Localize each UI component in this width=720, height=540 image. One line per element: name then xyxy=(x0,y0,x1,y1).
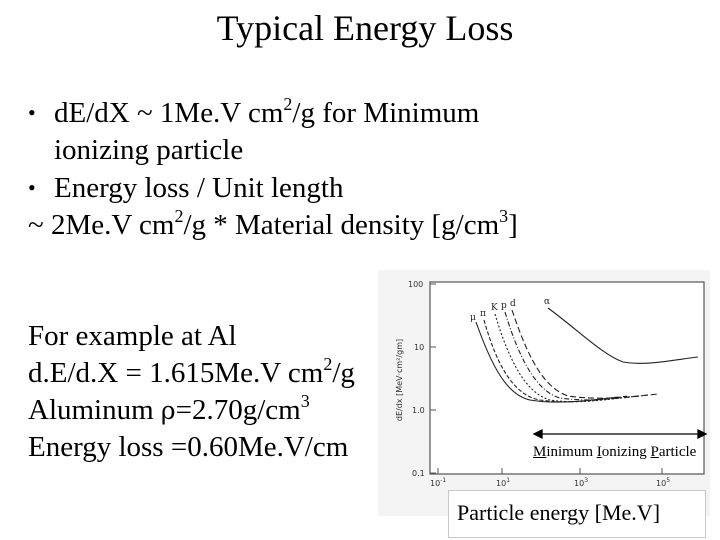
density-text: /g * Material density [g/cm xyxy=(183,209,500,241)
y-tick-label: 10 xyxy=(414,343,424,352)
example-line-2: d.E/d.X = 1.615Me.V cm2/g xyxy=(28,355,355,392)
y-tick-label: 100 xyxy=(408,280,423,289)
y-axis-label: dE/dx [MeV·cm²/gm] xyxy=(395,339,404,421)
example-text: =2.70g/cm xyxy=(175,394,301,426)
plot-svg: 100 10 1.0 0.1 dE/dx [MeV·cm²/gm] 10-1 1… xyxy=(378,270,710,516)
superscript: 2 xyxy=(174,206,184,226)
mip-text: article xyxy=(658,444,697,460)
bullet-item: • Energy loss / Unit length xyxy=(28,169,518,207)
x-axis-label-box: Particle energy [Me.V] xyxy=(448,490,706,538)
mip-initial: M xyxy=(533,444,547,460)
example-text: Aluminum xyxy=(28,394,161,426)
x-tick-label: 103 xyxy=(574,477,588,488)
example-text: d.E/d.X = 1.615Me.V cm xyxy=(28,357,324,389)
example-text: /g xyxy=(332,357,355,389)
mip-initial: P xyxy=(650,444,659,460)
mip-text: onizing xyxy=(601,444,651,460)
x-tick-label: 105 xyxy=(656,477,670,488)
superscript: 2 xyxy=(283,94,293,114)
bullet-text: Energy loss / Unit length xyxy=(54,172,344,204)
example-block: For example at Al d.E/d.X = 1.615Me.V cm… xyxy=(28,318,355,466)
arrow-right-icon xyxy=(697,428,708,440)
curve-label: p xyxy=(501,301,507,311)
bullet-text: /g for Minimum xyxy=(292,97,480,129)
superscript: 2 xyxy=(323,354,333,374)
curve-kaon xyxy=(494,313,639,403)
curve-label: d xyxy=(510,299,516,309)
bullet-dot-icon: • xyxy=(28,100,36,125)
plot-frame xyxy=(429,281,705,475)
mip-text: inimum xyxy=(546,444,597,460)
y-tick-label: 0.1 xyxy=(412,469,425,478)
rho-symbol: ρ xyxy=(160,396,176,425)
bullet-dot-icon: • xyxy=(28,175,36,200)
curve-pion xyxy=(483,319,629,403)
bullet-item: • dE/dX ~ 1Me.V cm2/g for Minimum xyxy=(28,94,518,132)
curve-label: π xyxy=(480,309,486,319)
curve-proton xyxy=(504,311,649,401)
curve-alpha xyxy=(547,307,699,364)
density-line: ~ 2Me.V cm2/g * Material density [g/cm3] xyxy=(28,207,518,244)
energy-loss-plot: 100 10 1.0 0.1 dE/dx [MeV·cm²/gm] 10-1 1… xyxy=(378,270,710,516)
bullet-list: • dE/dX ~ 1Me.V cm2/g for Minimum ionizin… xyxy=(28,94,518,244)
mip-initial: I xyxy=(596,444,602,460)
bullet-continuation: ionizing particle xyxy=(54,134,244,166)
density-text: ~ 2Me.V cm xyxy=(28,209,175,241)
density-text: ] xyxy=(508,209,518,241)
superscript: 3 xyxy=(300,391,310,411)
slide-title: Typical Energy Loss xyxy=(216,8,514,48)
arrow-left-icon xyxy=(532,428,543,440)
bullet-text-prefix: d xyxy=(54,97,69,129)
x-axis-label: Particle energy [Me.V] xyxy=(457,500,661,525)
x-tick-label: 10-1 xyxy=(430,477,446,488)
example-line-4: Energy loss =0.60Me.V/cm xyxy=(28,431,349,463)
curve-label: K xyxy=(491,303,498,313)
curve-label: μ xyxy=(470,313,476,323)
mip-label: Minimum Ionizing Particle xyxy=(533,444,696,461)
x-tick-label: 101 xyxy=(496,477,510,488)
y-tick-label: 1.0 xyxy=(412,406,425,415)
curve-deuteron xyxy=(511,309,659,399)
bullet-text: E/dX ~ 1Me.V cm xyxy=(68,97,284,129)
superscript: 3 xyxy=(499,206,509,226)
curve-label: α xyxy=(544,297,550,307)
example-line-3: Aluminum ρ=2.70g/cm3 xyxy=(28,392,355,429)
example-line-1: For example at Al xyxy=(28,320,237,352)
